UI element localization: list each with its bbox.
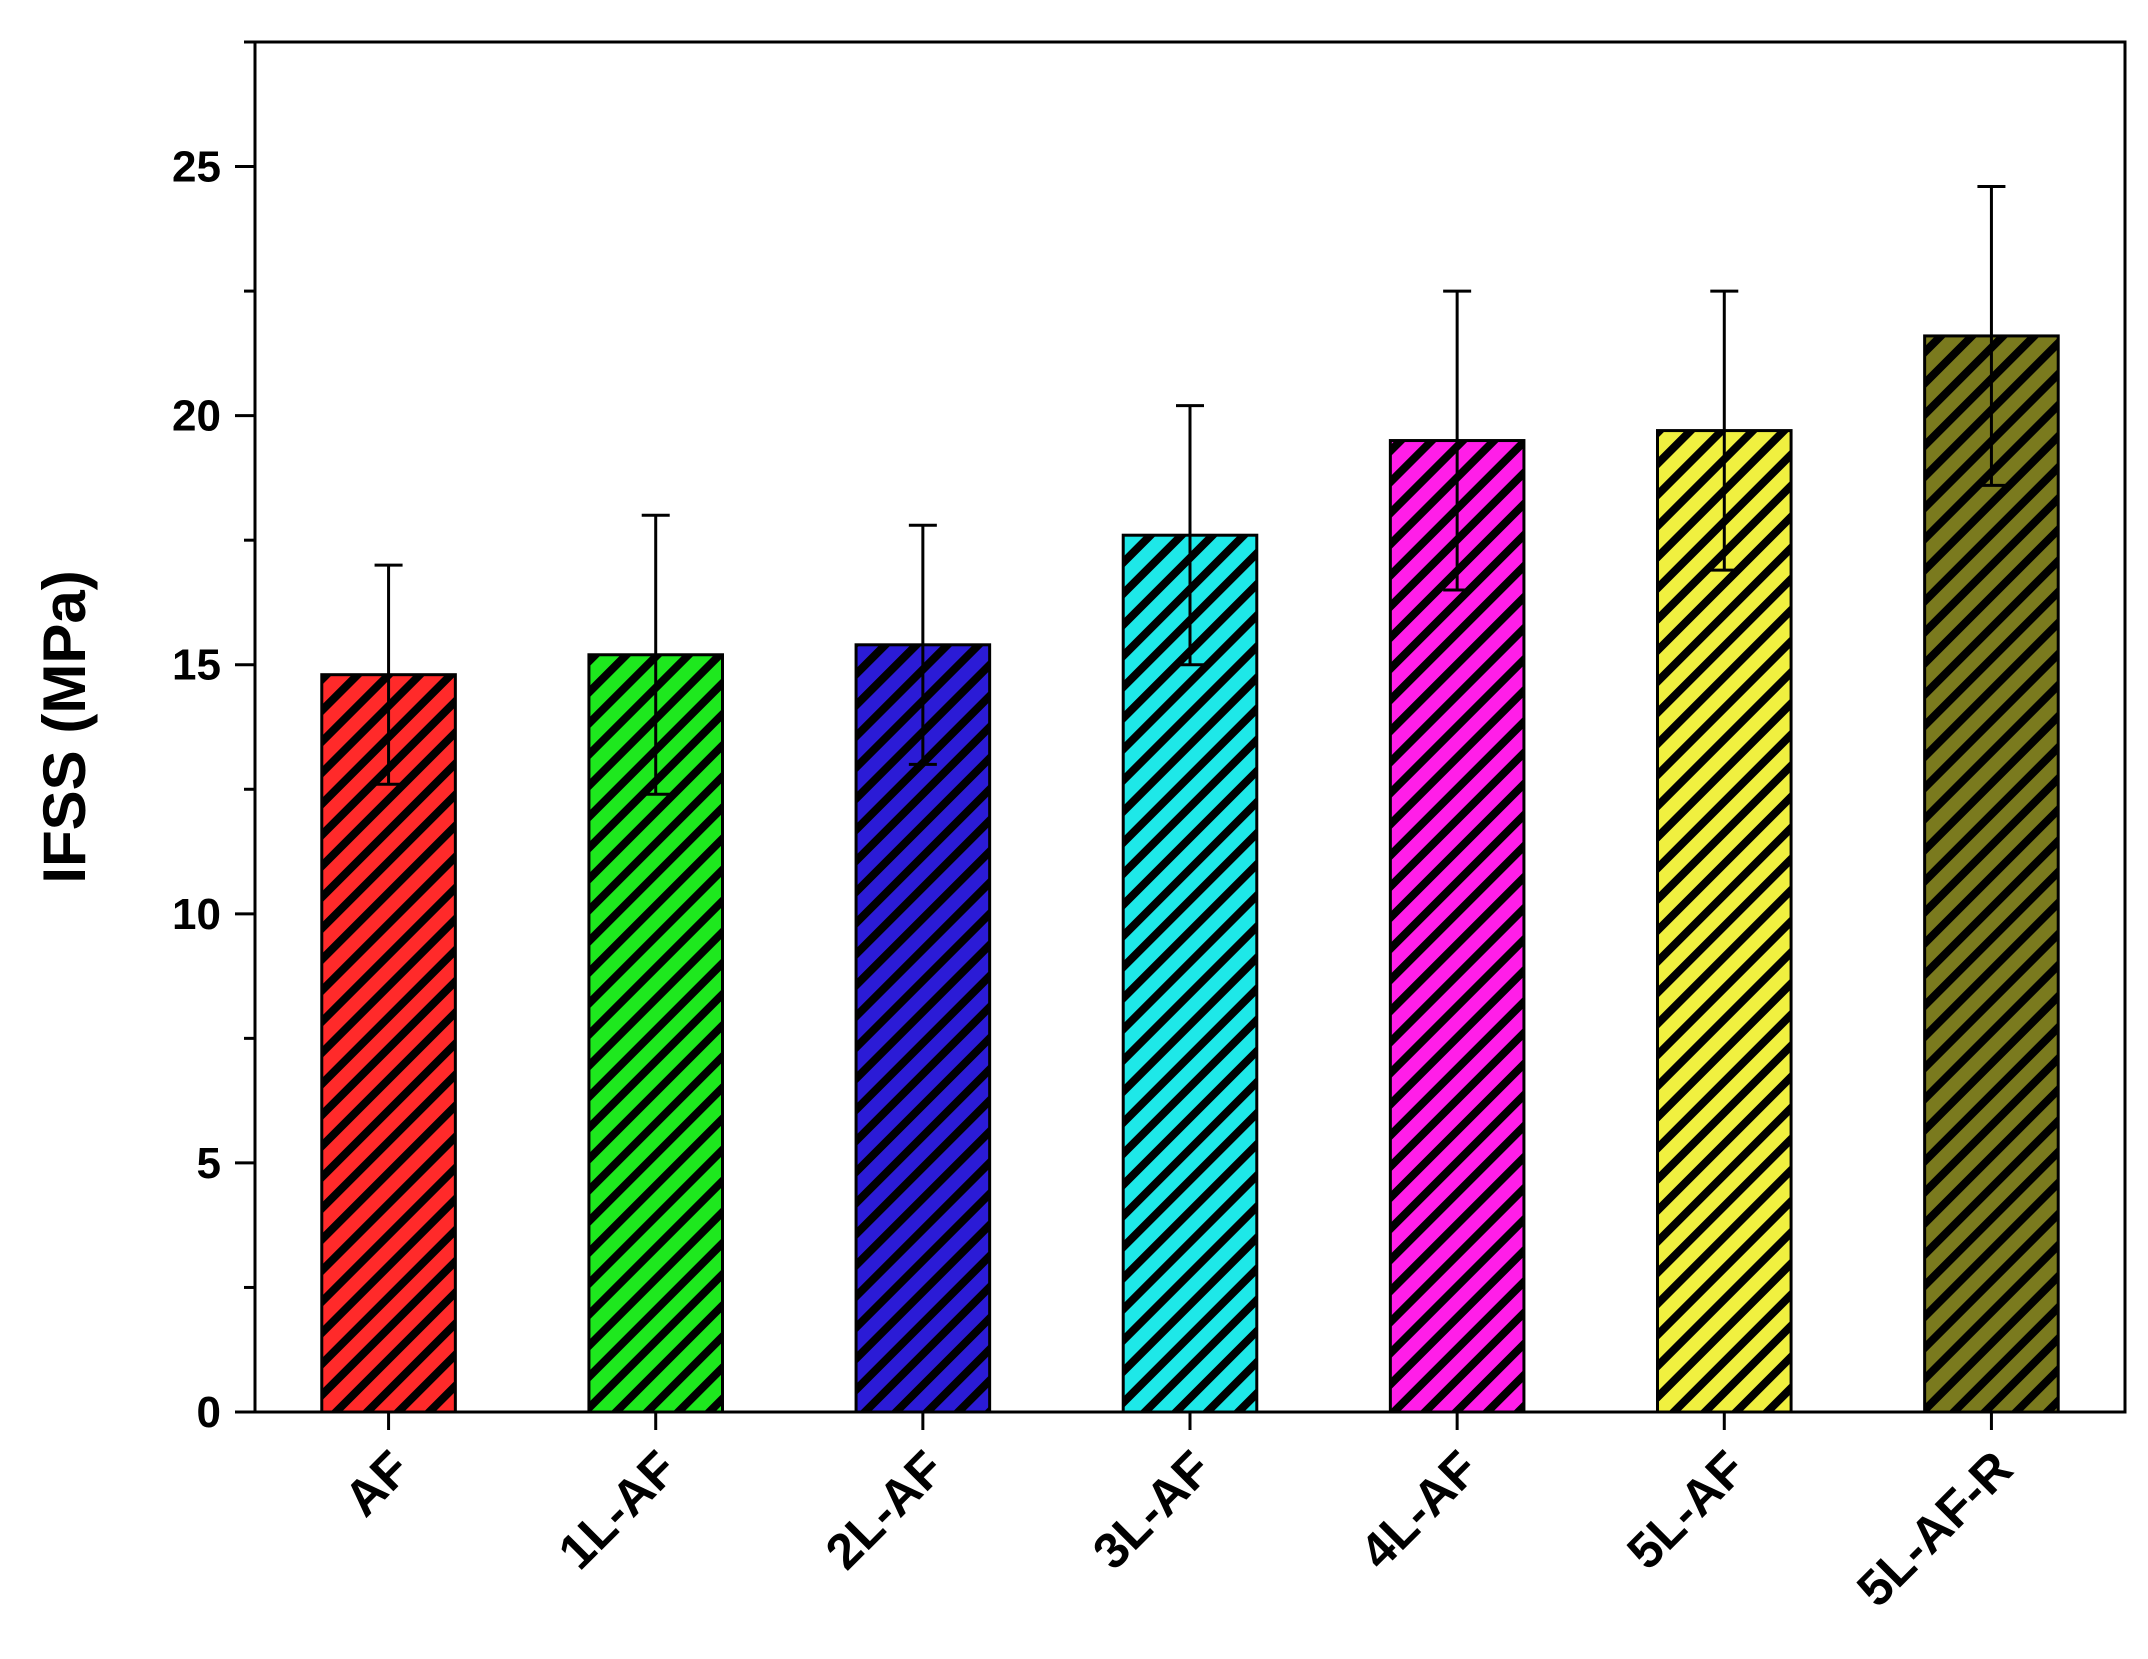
bar-5L-AF	[1656, 429, 1793, 1414]
x-tick-label-4L-AF: 4L-AF	[1349, 1440, 1489, 1580]
y-tick-label-25: 25	[172, 143, 221, 192]
x-tick-label-AF: AF	[334, 1440, 421, 1527]
x-axis: AF 1L-AF 2L-AF 3L-AF 4L-AF 5L-AF 5L-AF-R	[334, 1412, 2023, 1617]
y-axis: 0 5 10 15 20 25	[172, 40, 255, 1437]
y-tick-label-15: 15	[172, 641, 221, 690]
x-tick-label-1L-AF: 1L-AF	[548, 1440, 688, 1580]
error-bars-layer	[374, 184, 2006, 796]
bars-layer	[320, 334, 2060, 1414]
y-tick-label-5: 5	[197, 1139, 221, 1188]
bar-3L-AF	[1121, 533, 1259, 1414]
bar-5L-AF-R	[1923, 334, 2060, 1414]
y-tick-label-10: 10	[172, 890, 221, 939]
bar-4L-AF	[1388, 439, 1526, 1414]
x-tick-label-2L-AF: 2L-AF	[815, 1440, 955, 1580]
x-tick-label-5L-AF: 5L-AF	[1616, 1440, 1756, 1580]
y-tick-label-0: 0	[197, 1388, 221, 1437]
bar-AF	[320, 673, 457, 1414]
x-tick-label-3L-AF: 3L-AF	[1082, 1440, 1222, 1580]
y-axis-title: IFSS (MPa)	[31, 570, 98, 883]
y-tick-label-20: 20	[172, 392, 221, 441]
x-tick-label-5L-AF-R: 5L-AF-R	[1846, 1440, 2023, 1617]
